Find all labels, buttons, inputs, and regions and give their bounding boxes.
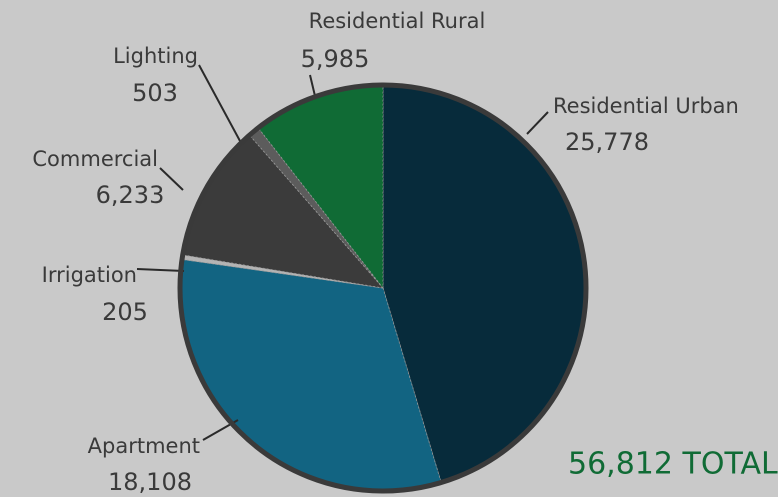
slice-value: 503 [132,79,178,107]
leader-line [136,268,185,272]
leader-line [159,167,184,191]
leader-line [198,64,241,142]
slice-label: Residential Rural [309,9,486,33]
leader-line [309,74,316,97]
slice-value: 18,108 [108,468,192,496]
slice-label: Lighting [113,44,198,68]
slice-value: 205 [102,298,148,326]
slice-label: Residential Urban [553,94,739,118]
slice-label: Irrigation [42,263,137,287]
slice-value: 25,778 [565,128,649,156]
total-label: 56,812 TOTAL [568,447,778,482]
slice-value: 6,233 [96,181,165,209]
slice-label: Apartment [88,434,200,458]
slice-value: 5,985 [301,45,370,73]
pie-border [177,82,589,494]
leader-line [526,111,549,135]
slice-label: Commercial [32,147,158,171]
